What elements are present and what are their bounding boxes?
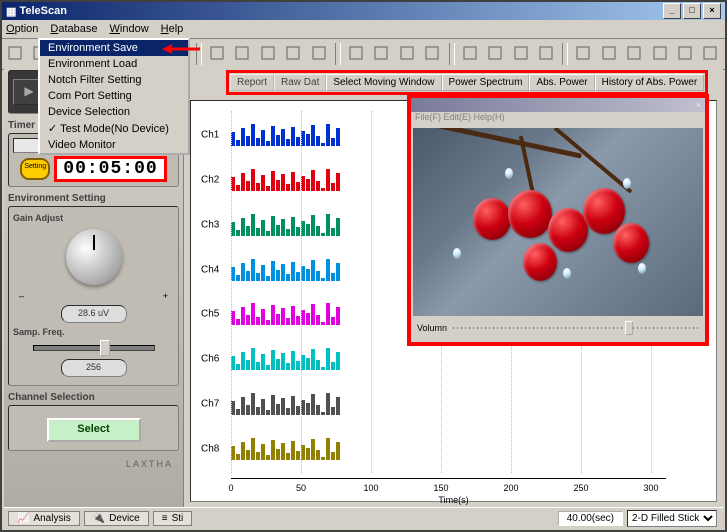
- channel-label-ch8: Ch8: [201, 443, 219, 454]
- video-titlebar[interactable]: ×: [411, 98, 705, 112]
- video-close-icon[interactable]: ×: [696, 100, 701, 110]
- gain-dial[interactable]: [66, 229, 122, 285]
- menu-database[interactable]: Database: [50, 23, 97, 35]
- channel-label-ch6: Ch6: [201, 354, 219, 365]
- annotation-arrow: [162, 42, 202, 56]
- toolbar-button-13[interactable]: [370, 42, 393, 66]
- toolbar-button-0[interactable]: [4, 42, 27, 66]
- chan-sel-header: Channel Selection: [8, 392, 179, 403]
- samp-freq-slider[interactable]: [33, 345, 155, 351]
- menu-option[interactable]: Option: [6, 23, 38, 35]
- toolbar-button-18[interactable]: [510, 42, 533, 66]
- toolbar-button-21[interactable]: [598, 42, 621, 66]
- close-button[interactable]: ×: [703, 3, 721, 19]
- tab-device[interactable]: 🔌 Device: [84, 511, 149, 526]
- toolbar-button-11[interactable]: [308, 42, 331, 66]
- toolbar-button-25[interactable]: [699, 42, 722, 66]
- chart-style-select[interactable]: 2-D Filled Stick: [627, 510, 717, 527]
- freq-value: 256: [61, 359, 127, 377]
- xtick-150: 150: [433, 483, 448, 493]
- channel-bars-ch2: [231, 169, 341, 191]
- video-frame: [413, 128, 703, 316]
- xtick-50: 50: [296, 483, 306, 493]
- channel-bars-ch7: [231, 393, 341, 415]
- video-menubar[interactable]: File(F) Edit(E) Help(H): [411, 112, 705, 126]
- xtick-300: 300: [643, 483, 658, 493]
- toolbar-button-17[interactable]: [484, 42, 507, 66]
- channel-label-ch7: Ch7: [201, 398, 219, 409]
- xtick-200: 200: [503, 483, 518, 493]
- tab-select-moving-window[interactable]: Select Moving Window: [326, 74, 441, 91]
- view-tabs: ReportRaw DatSelect Moving WindowPower S…: [226, 70, 708, 95]
- toolbar-button-19[interactable]: [535, 42, 558, 66]
- toolbar-button-24[interactable]: [674, 42, 697, 66]
- gain-header: Gain Adjust: [13, 213, 174, 223]
- channel-bars-ch1: [231, 124, 341, 146]
- toolbar-button-20[interactable]: [572, 42, 595, 66]
- tab-power-spectrum[interactable]: Power Spectrum: [442, 74, 530, 91]
- tab-history-of-abs-power[interactable]: History of Abs. Power: [595, 74, 705, 91]
- env-header: Environment Setting: [8, 193, 179, 204]
- channel-label-ch3: Ch3: [201, 219, 219, 230]
- volume-label: Volumn: [417, 323, 447, 333]
- toolbar-button-14[interactable]: [396, 42, 419, 66]
- channel-bars-ch6: [231, 348, 341, 370]
- dial-minus-icon: –: [19, 291, 24, 301]
- toolbar-button-7[interactable]: [206, 42, 229, 66]
- app-icon: ▦: [6, 5, 16, 18]
- maximize-button[interactable]: □: [683, 3, 701, 19]
- channel-bars-ch8: [231, 438, 341, 460]
- volume-slider[interactable]: [453, 327, 699, 329]
- channel-label-ch4: Ch4: [201, 264, 219, 275]
- menuitem-video-monitor[interactable]: Video Monitor: [40, 137, 188, 153]
- toolbar-button-8[interactable]: [231, 42, 254, 66]
- channel-bars-ch5: [231, 303, 341, 325]
- tab-report[interactable]: Report: [230, 74, 274, 91]
- toolbar-button-10[interactable]: [282, 42, 305, 66]
- channel-select-button[interactable]: Select: [47, 418, 141, 442]
- x-axis: [231, 478, 666, 479]
- toolbar-button-16[interactable]: [459, 42, 482, 66]
- toolbar-button-22[interactable]: [623, 42, 646, 66]
- menu-window[interactable]: Window: [110, 23, 149, 35]
- menuitem-notch-filter-setting[interactable]: Notch Filter Setting: [40, 72, 188, 88]
- window-title: TeleScan: [19, 5, 67, 17]
- tab-abs-power[interactable]: Abs. Power: [529, 74, 594, 91]
- toolbar-button-9[interactable]: [257, 42, 280, 66]
- channel-bars-ch4: [231, 259, 341, 281]
- dial-plus-icon: +: [163, 291, 168, 301]
- menuitem-test-mode-no-device-[interactable]: Test Mode(No Device): [40, 120, 188, 137]
- channel-bars-ch3: [231, 214, 341, 236]
- tab-raw-dat[interactable]: Raw Dat: [274, 74, 326, 91]
- timer-setting-button[interactable]: Setting: [20, 158, 50, 180]
- toolbar-button-23[interactable]: [649, 42, 672, 66]
- channel-label-ch1: Ch1: [201, 130, 219, 141]
- gain-value: 28.6 uV: [61, 305, 127, 323]
- brand-label: LAXTHA: [8, 457, 179, 469]
- time-caption: 40.00(sec): [558, 511, 623, 526]
- xtick-250: 250: [573, 483, 588, 493]
- channel-label-ch2: Ch2: [201, 175, 219, 186]
- channel-label-ch5: Ch5: [201, 309, 219, 320]
- xtick-100: 100: [363, 483, 378, 493]
- minimize-button[interactable]: _: [663, 3, 681, 19]
- menuitem-com-port-setting[interactable]: Com Port Setting: [40, 88, 188, 104]
- xtick-0: 0: [228, 483, 233, 493]
- x-axis-label: Time(s): [438, 495, 468, 505]
- toolbar-button-12[interactable]: [345, 42, 368, 66]
- tab-analysis[interactable]: 📈 Analysis: [8, 511, 80, 526]
- video-monitor-window[interactable]: × File(F) Edit(E) Help(H): [407, 94, 709, 346]
- timer-time-display: 00:05:00: [54, 156, 166, 182]
- menu-help[interactable]: Help: [161, 23, 184, 35]
- menuitem-device-selection[interactable]: Device Selection: [40, 104, 188, 120]
- freq-header: Samp. Freq.: [13, 327, 174, 337]
- tab-sti[interactable]: ≡ Sti: [153, 511, 193, 526]
- toolbar-button-15[interactable]: [421, 42, 444, 66]
- menuitem-environment-load[interactable]: Environment Load: [40, 56, 188, 72]
